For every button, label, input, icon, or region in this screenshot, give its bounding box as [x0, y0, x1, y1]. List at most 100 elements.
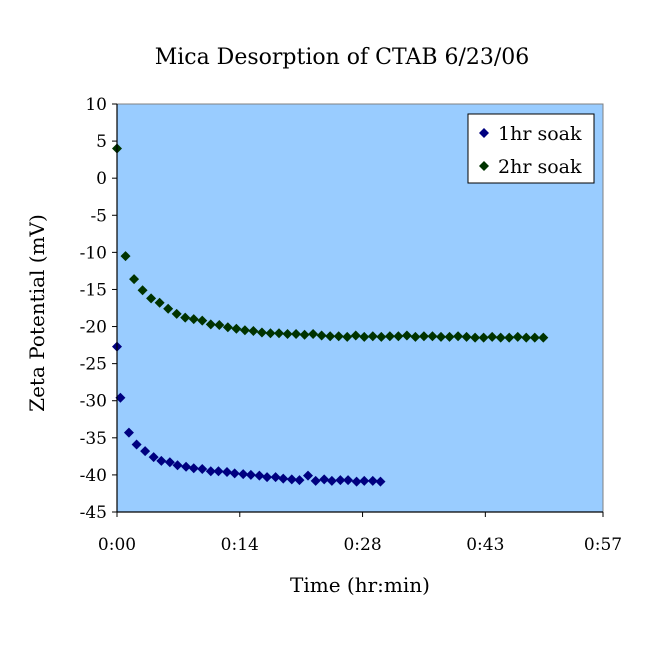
series-layer: [112, 143, 549, 487]
data-point: [129, 274, 140, 285]
y-tick-label: 0: [96, 169, 107, 189]
data-point: [286, 474, 297, 485]
data-point: [393, 331, 404, 342]
data-point: [115, 392, 126, 403]
y-tick-label: -10: [80, 243, 107, 263]
data-point: [148, 452, 159, 463]
data-point: [299, 329, 310, 340]
data-point: [367, 475, 378, 486]
y-tick-label: 10: [85, 95, 107, 115]
data-point: [538, 332, 549, 343]
data-point: [254, 470, 265, 481]
data-point: [154, 297, 165, 308]
y-tick-label: -45: [80, 503, 107, 523]
y-tick-label: -15: [80, 280, 107, 300]
y-tick-label: 5: [96, 132, 107, 152]
legend-marker: [479, 128, 489, 138]
data-point: [495, 332, 506, 343]
data-point: [221, 466, 232, 477]
data-point: [163, 303, 174, 314]
data-point: [375, 476, 386, 487]
data-point: [308, 328, 319, 339]
x-tick-label: 0:43: [466, 535, 504, 555]
data-point: [214, 320, 225, 331]
data-point: [343, 475, 354, 486]
y-tick-label: -40: [80, 466, 107, 486]
data-point: [222, 322, 233, 333]
data-point: [239, 325, 250, 336]
data-point: [172, 460, 183, 471]
data-point: [256, 327, 267, 338]
data-point: [487, 331, 498, 342]
data-point: [180, 312, 191, 323]
legend-marker: [479, 161, 489, 171]
data-point: [120, 251, 131, 262]
data-point: [418, 331, 429, 342]
data-point: [294, 475, 305, 486]
data-point: [238, 469, 249, 480]
data-point: [205, 466, 216, 477]
data-point: [350, 330, 361, 341]
data-point: [333, 331, 344, 342]
data-point: [265, 328, 276, 339]
data-point: [504, 332, 515, 343]
data-point: [436, 331, 446, 342]
data-point: [326, 475, 337, 486]
data-point: [427, 331, 438, 342]
data-point: [137, 285, 148, 296]
data-point: [213, 466, 224, 477]
x-axis-ticks: 0:00 0:14 0:28 0:43 0:57: [98, 512, 622, 555]
data-point: [274, 328, 284, 339]
data-point: [302, 470, 313, 481]
x-axis-title: Time (hr:min): [290, 573, 430, 597]
data-point: [123, 427, 134, 438]
data-point: [444, 331, 455, 342]
data-point: [461, 331, 472, 342]
x-tick-label: 0:00: [98, 535, 136, 555]
x-tick-label: 0:57: [584, 535, 622, 555]
data-point: [197, 315, 208, 326]
data-point: [248, 325, 259, 336]
data-point: [367, 331, 378, 342]
data-point: [282, 328, 293, 339]
data-point: [188, 463, 199, 474]
legend-label: 2hr soak: [498, 156, 582, 178]
data-point: [140, 446, 151, 457]
data-point: [229, 468, 240, 479]
x-tick-label: 0:28: [343, 535, 381, 555]
data-point: [512, 331, 523, 342]
data-point: [181, 461, 192, 472]
data-point: [156, 455, 167, 466]
data-point: [359, 475, 370, 486]
data-point: [410, 331, 421, 342]
data-point: [278, 473, 289, 484]
legend-label: 1hr soak: [498, 123, 582, 145]
data-point: [529, 332, 540, 343]
data-point: [270, 472, 281, 483]
data-point: [291, 328, 302, 339]
legend: 1hr soak 2hr soak: [467, 113, 595, 184]
data-point: [319, 474, 330, 485]
data-point: [376, 331, 387, 342]
series-2: [112, 143, 549, 343]
x-tick-label: 0:14: [221, 535, 259, 555]
data-point: [197, 463, 208, 474]
y-axis-title: Zeta Potential (mV): [25, 214, 49, 412]
data-point: [470, 332, 481, 343]
data-point: [521, 332, 532, 343]
data-point: [335, 475, 346, 486]
data-point: [384, 331, 395, 342]
data-point: [342, 331, 353, 342]
data-point: [351, 476, 362, 487]
data-point: [325, 331, 336, 342]
data-point: [205, 319, 216, 330]
data-point: [171, 308, 182, 319]
y-tick-label: -20: [80, 318, 107, 338]
y-tick-label: -5: [90, 206, 107, 226]
data-point: [231, 323, 242, 334]
data-point: [245, 469, 256, 480]
data-point: [316, 330, 327, 341]
y-tick-label: -25: [80, 355, 107, 375]
y-tick-label: -30: [80, 392, 107, 412]
